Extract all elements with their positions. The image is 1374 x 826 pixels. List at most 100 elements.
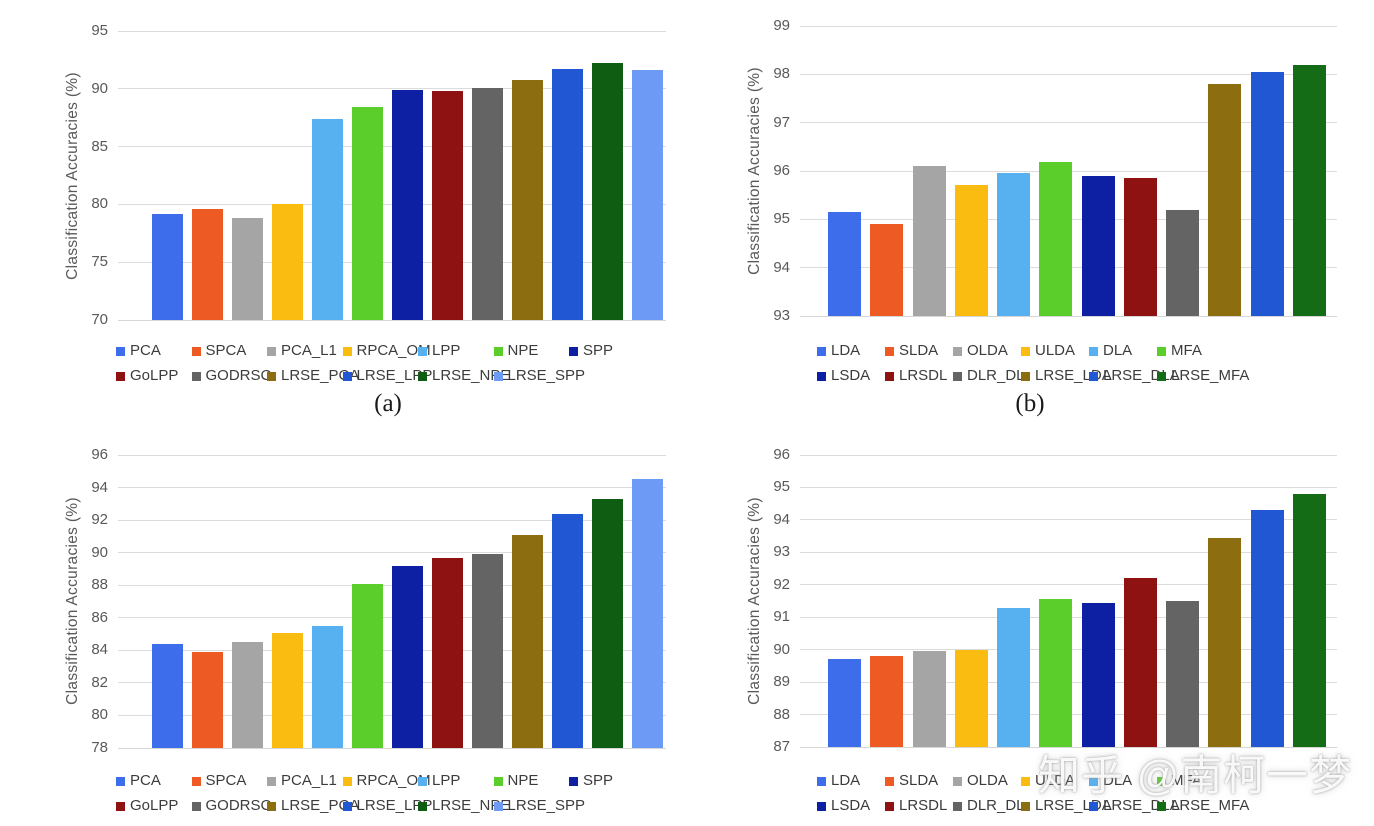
gridline [118,519,666,521]
bar-DLA [997,172,1031,316]
legend-item-ULDA: ULDA [1021,772,1089,790]
legend-label: SPP [583,772,614,789]
legend-swatch-icon [493,346,503,356]
legend-item-LPP: LPP [418,772,494,790]
legend-swatch-icon [342,371,352,381]
legend-swatch-icon [817,346,826,356]
legend-label: NPE [507,772,539,789]
legend-swatch-icon [1089,801,1098,811]
legend-swatch-icon [267,801,276,811]
legend-label: RPCA_OM [356,342,431,359]
legend-row-1: PCA SPCA PCA_L1 RPCA_OM LPP NPE SPP [116,342,645,360]
legend-swatch-icon [493,776,503,786]
bar-group [828,455,1326,747]
legend-swatch-icon [1089,371,1098,381]
legend-label: LRSE_MFA [1171,367,1250,384]
y-tick-label: 70 [91,311,108,328]
gridline [118,552,666,554]
bar-LRSE_LPP [552,68,583,320]
gridline [800,25,1337,27]
bar-OLDA [912,651,946,747]
bar-LRSE_SPP [632,70,663,320]
y-tick-label: 92 [91,511,108,529]
y-tick-label: 96 [91,446,108,463]
legend-item-RPCA_OM: RPCA_OM [342,772,431,790]
legend-item-LRSDL: LRSDL [885,367,953,385]
legend-item-GoLPP: GoLPP [116,367,192,385]
legend-row-1: LDA SLDA OLDA ULDA DLA MFA [817,342,1225,360]
legend-swatch-icon [418,346,427,356]
legend-label: LDA [831,772,861,789]
legend-row-1: PCA SPCA PCA_L1 RPCA_OM LPP NPE SPP [116,772,645,790]
bar-LDA [828,212,861,316]
legend-label: PCA_L1 [281,342,337,359]
y-tick-label: 88 [773,705,790,723]
bar-LRSE_DLA [1250,510,1284,747]
bar-LDA [828,659,861,747]
legend-swatch-icon [1089,776,1098,786]
legend-swatch-icon [1021,776,1030,786]
gridline [800,746,1337,748]
bar-PCA_L1 [232,217,263,320]
legend-swatch-icon [191,371,201,381]
legend-swatch-icon [418,776,427,786]
legend-label: DLA [1103,772,1133,789]
bar-RPCA_OM [272,204,303,320]
legend-swatch-icon [267,371,276,381]
legend-label: GoLPP [130,367,179,384]
bar-SLDA [870,656,904,747]
bar-NPE [352,584,383,748]
legend-label: DLR_DL [967,367,1025,384]
y-tick-label: 88 [91,576,108,594]
legend-swatch-icon [1157,776,1166,786]
legend-label: RPCA_OM [356,772,431,789]
legend-swatch-icon [569,776,578,786]
bar-SPCA [192,209,223,320]
legend-item-DLR_DL: DLR_DL [953,797,1025,815]
y-tick-label: 94 [91,478,108,496]
bar-LRSE_PCA [512,534,543,748]
bar-LRSE_NPE [592,499,623,748]
legend-swatch-icon [817,801,826,811]
legend-swatch-icon [1021,346,1030,356]
legend-item-LRSE_LPP: LRSE_LPP [342,797,432,815]
bar-GoLPP [432,91,463,320]
legend-row-1: LDA SLDA OLDA ULDA DLA MFA [817,772,1225,790]
y-tick-label: 95 [773,478,790,496]
legend-label: OLDA [967,772,1008,789]
legend-label: LRSDL [899,797,948,814]
legend-item-LRSDL: LRSDL [885,797,953,815]
legend-item-GODRSC: GODRSC [191,797,271,815]
bar-LRSE_LDA [1208,84,1242,316]
legend-swatch-icon [342,346,352,356]
legend-swatch-icon [191,346,201,356]
bar-LRSE_MFA [1292,493,1326,747]
legend-label: LSDA [831,367,871,384]
legend-swatch-icon [817,776,826,786]
legend-label: LRSE_LPP [356,367,433,384]
y-tick-label: 96 [773,446,790,463]
legend-label: PCA [130,342,161,359]
legend-label: NPE [507,342,539,359]
bar-PCA_L1 [232,642,263,748]
bar-LRSE_NPE [592,63,623,320]
legend-label: GODRSC [205,797,272,814]
legend-swatch-icon [569,346,578,356]
legend-row-2: GoLPP GODRSC LRSE_PCA LRSE_LPP LRSE_NPE LRSE_… [116,367,585,385]
legend-item-RPCA_OM: RPCA_OM [342,342,431,360]
bar-OLDA [912,166,946,316]
legend-item-SPCA: SPCA [191,342,268,360]
bar-SPCA [192,652,223,748]
legend-swatch-icon [885,801,894,811]
gridline [118,747,666,749]
plot-area [800,25,1337,317]
legend-item-LSDA: LSDA [817,797,885,815]
legend-swatch-icon [116,346,125,356]
legend-item-LRSE_SPP: LRSE_SPP [493,367,585,385]
y-tick-label: 85 [91,137,108,155]
legend-item-LRSE_SPP: LRSE_SPP [493,797,585,815]
legend-item-NPE: NPE [493,342,570,360]
legend-item-LDA: LDA [817,772,885,790]
y-tick-label: 91 [773,608,790,626]
